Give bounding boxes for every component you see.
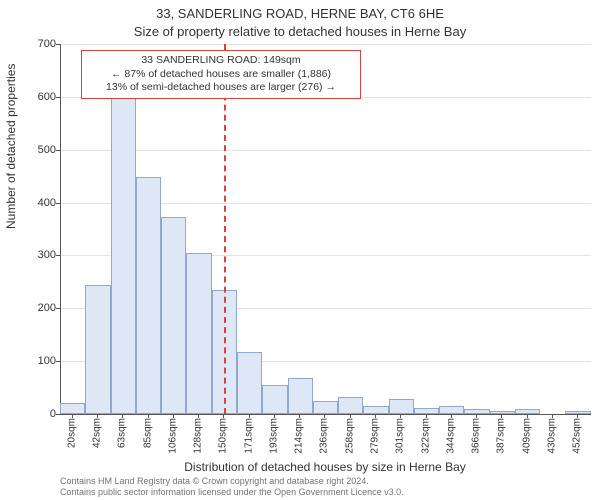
annotation-line1: 33 SANDERLING ROAD: 149sqm (88, 54, 354, 68)
plot-area: 33 SANDERLING ROAD: 149sqm ← 87% of deta… (60, 44, 591, 415)
chart-title-line1: 33, SANDERLING ROAD, HERNE BAY, CT6 6HE (0, 6, 600, 21)
x-tick-label: 452sqm (572, 418, 583, 454)
footer-line1: Contains HM Land Registry data © Crown c… (60, 476, 590, 487)
y-tick-label: 100 (16, 355, 56, 367)
x-tick-label: 236sqm (319, 418, 330, 454)
histogram-bar (237, 352, 262, 414)
x-tick-label: 193sqm (268, 418, 279, 454)
x-tick-label: 322sqm (420, 418, 431, 454)
annotation-line2: ← 87% of detached houses are smaller (1,… (88, 68, 354, 82)
y-tick-mark (56, 44, 60, 45)
histogram-bar (136, 177, 161, 414)
x-axis-label: Distribution of detached houses by size … (60, 460, 590, 474)
y-tick-label: 0 (16, 408, 56, 420)
y-tick-mark (56, 203, 60, 204)
x-tick-label: 387sqm (496, 418, 507, 454)
histogram-bar (161, 217, 186, 414)
histogram-bar (186, 253, 211, 414)
histogram-bar (60, 403, 85, 414)
reference-line (224, 44, 226, 414)
y-tick-mark (56, 308, 60, 309)
histogram-bar (262, 385, 287, 414)
x-tick-label: 258sqm (344, 418, 355, 454)
y-tick-mark (56, 255, 60, 256)
x-tick-label: 20sqm (66, 418, 77, 448)
chart-title-line2: Size of property relative to detached ho… (0, 24, 600, 39)
gridline-h (61, 44, 591, 45)
histogram-bar (85, 285, 110, 415)
x-tick-label: 128sqm (193, 418, 204, 454)
footer-line2: Contains public sector information licen… (60, 487, 590, 498)
histogram-bar (363, 406, 388, 414)
x-tick-label: 430sqm (546, 418, 557, 454)
y-tick-label: 600 (16, 91, 56, 103)
y-tick-label: 200 (16, 302, 56, 314)
x-tick-label: 106sqm (167, 418, 178, 454)
x-tick-label: 344sqm (445, 418, 456, 454)
x-tick-label: 42sqm (91, 418, 102, 448)
annotation-box: 33 SANDERLING ROAD: 149sqm ← 87% of deta… (81, 50, 361, 99)
y-tick-mark (56, 97, 60, 98)
annotation-line3: 13% of semi-detached houses are larger (… (88, 81, 354, 95)
x-tick-label: 150sqm (218, 418, 229, 454)
y-tick-mark (56, 150, 60, 151)
histogram-bar (338, 397, 363, 414)
x-tick-label: 63sqm (117, 418, 128, 448)
x-tick-label: 85sqm (142, 418, 153, 448)
histogram-bar (313, 401, 338, 414)
histogram-bar (111, 92, 136, 414)
y-tick-label: 300 (16, 249, 56, 261)
x-tick-label: 214sqm (294, 418, 305, 454)
gridline-h (61, 150, 591, 151)
y-tick-label: 500 (16, 144, 56, 156)
x-tick-label: 171sqm (243, 418, 254, 454)
x-tick-label: 301sqm (395, 418, 406, 454)
histogram-bar (288, 378, 313, 414)
y-tick-mark (56, 361, 60, 362)
histogram-bar (389, 399, 414, 414)
y-tick-mark (56, 414, 60, 415)
x-tick-label: 279sqm (369, 418, 380, 454)
x-tick-label: 366sqm (471, 418, 482, 454)
figure: 33, SANDERLING ROAD, HERNE BAY, CT6 6HE … (0, 0, 600, 500)
y-tick-label: 400 (16, 197, 56, 209)
histogram-bar (464, 409, 489, 414)
histogram-bar (439, 406, 464, 414)
footer: Contains HM Land Registry data © Crown c… (60, 476, 590, 498)
x-tick-label: 409sqm (521, 418, 532, 454)
y-tick-label: 700 (16, 38, 56, 50)
